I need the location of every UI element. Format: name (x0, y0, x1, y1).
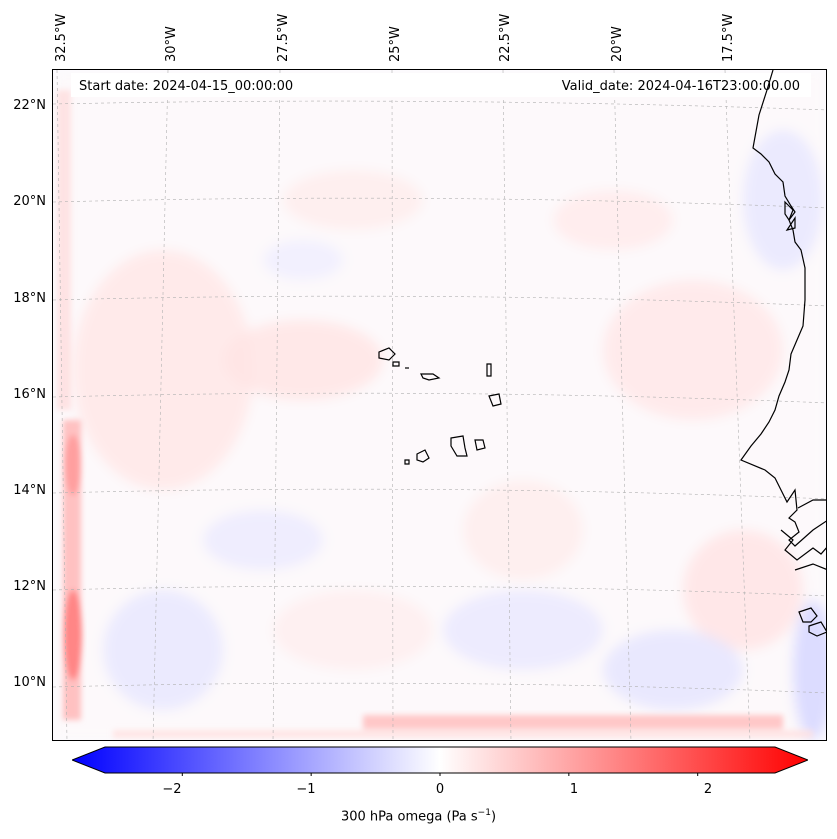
info-bar (71, 73, 811, 97)
colorbar-label: 300 hPa omega (Pa s−1) (0, 808, 837, 824)
lat-label-12n: 12°N (13, 579, 46, 594)
lat-label-14n: 14°N (13, 483, 46, 498)
island-sao-vicente (392, 361, 400, 367)
omega-field (53, 70, 826, 740)
lon-label-20w: 20°W (610, 26, 625, 62)
colorbar-body (72, 746, 808, 774)
colorbar (72, 746, 808, 776)
lon-label-32-5w: 32.5°W (54, 13, 69, 62)
colorbar-label-text: 300 hPa omega (Pa s (340, 809, 478, 825)
valid-date-label: Valid_date: 2024-04-16T23:00:00.00 (561, 79, 800, 94)
island-maio (474, 439, 486, 451)
island-brava (404, 459, 410, 465)
lon-label-30w: 30°W (164, 26, 179, 62)
lon-label-27-5w: 27.5°W (276, 13, 291, 62)
cape-verde-islands (378, 347, 502, 465)
omega-field-map (53, 70, 826, 740)
lon-label-22-5w: 22.5°W (498, 13, 513, 62)
island-boa-vista (488, 393, 502, 407)
lat-label-20n: 20°N (13, 194, 46, 209)
island-sal (486, 363, 492, 377)
lon-label-25w: 25°W (388, 26, 403, 62)
island-sao-nicolau (420, 373, 441, 381)
lat-label-22n: 22°N (13, 98, 46, 113)
colorbar-tick-label: 0 (435, 782, 445, 797)
omega-edge-band-left (57, 90, 82, 720)
lat-label-10n: 10°N (13, 675, 46, 690)
colorbar-tick-label: −2 (162, 782, 182, 797)
colorbar-tick-label: 1 (569, 782, 579, 797)
colorbar-label-exponent: −1 (477, 808, 491, 818)
lat-label-16n: 16°N (13, 387, 46, 402)
colorbar-tick-marks (181, 773, 699, 776)
lat-label-18n: 18°N (13, 291, 46, 306)
lon-label-17-5w: 17.5°W (721, 13, 736, 62)
island-santo-antao (378, 347, 396, 361)
island-fogo (416, 449, 430, 463)
start-date-label: Start date: 2024-04-15_00:00:00 (79, 79, 294, 94)
map-panel[interactable]: Start date: 2024-04-15_00:00:00 Valid_da… (52, 69, 827, 741)
colorbar-label-close: ) (490, 809, 497, 825)
graticule (53, 70, 826, 740)
omega-edge-band-bottom (113, 715, 813, 738)
colorbar-tick-label: −1 (296, 782, 316, 797)
coastline (740, 70, 826, 637)
colorbar-tick-label: 2 (703, 782, 713, 797)
island-santiago (450, 435, 468, 457)
